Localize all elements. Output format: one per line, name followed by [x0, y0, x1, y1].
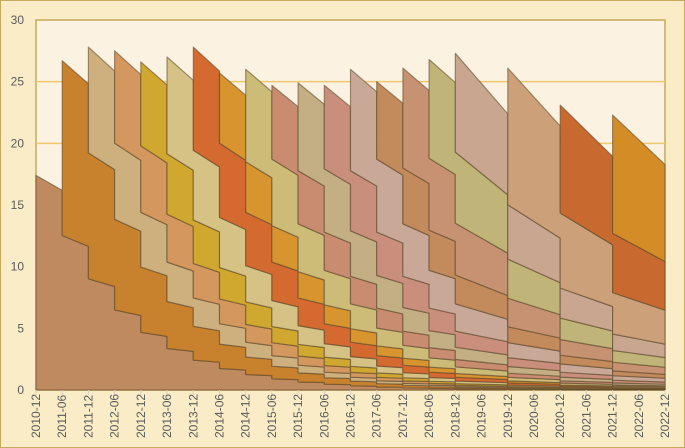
y-tick-label: 5 — [17, 321, 24, 335]
x-axis: 2010-12 2011-06 2011-12 2012-06 2012-12 2013-… — [29, 390, 672, 438]
x-tick-label: 2016-12 — [344, 394, 358, 438]
x-tick-label: 2022-12 — [658, 394, 672, 438]
x-tick-label: 2012-12 — [134, 394, 148, 438]
x-tick-label: 2018-06 — [422, 394, 436, 438]
y-tick-label: 0 — [17, 383, 24, 397]
x-tick-label: 2017-12 — [396, 394, 410, 438]
x-tick-label: 2013-12 — [186, 394, 200, 438]
x-tick-label: 2014-06 — [212, 394, 226, 438]
x-tick-label: 2013-06 — [160, 394, 174, 438]
x-tick-label: 2019-12 — [501, 394, 515, 438]
cohort-areas — [35, 46, 666, 391]
x-tick-label: 2011-06 — [55, 395, 69, 438]
x-tick-label: 2015-12 — [291, 394, 305, 438]
y-tick-label: 15 — [11, 198, 25, 212]
x-tick-label: 2012-06 — [108, 394, 122, 438]
x-tick-label: 2016-06 — [317, 394, 331, 438]
x-tick-label: 2014-12 — [239, 394, 253, 438]
x-tick-label: 2010-12 — [29, 394, 43, 438]
x-tick-label: 2021-12 — [606, 394, 620, 438]
y-tick-label: 25 — [11, 75, 25, 89]
y-tick-label: 30 — [11, 13, 25, 27]
x-tick-label: 2021-06 — [579, 394, 593, 438]
x-tick-label: 2019-06 — [475, 394, 489, 438]
x-tick-label: 2011-12 — [81, 395, 95, 438]
x-tick-label: 2018-12 — [448, 394, 462, 438]
y-tick-label: 10 — [11, 260, 25, 274]
cohort-area-2021-12 — [611, 114, 666, 263]
y-tick-label: 20 — [11, 136, 25, 150]
x-tick-label: 2015-06 — [265, 394, 279, 438]
x-tick-label: 2022-06 — [632, 394, 646, 438]
x-tick-label: 2017-06 — [370, 394, 384, 438]
x-tick-label: 2020-12 — [553, 394, 567, 438]
y-axis: 0 5 10 15 20 25 30 — [11, 13, 25, 397]
x-tick-label: 2020-06 — [527, 394, 541, 438]
